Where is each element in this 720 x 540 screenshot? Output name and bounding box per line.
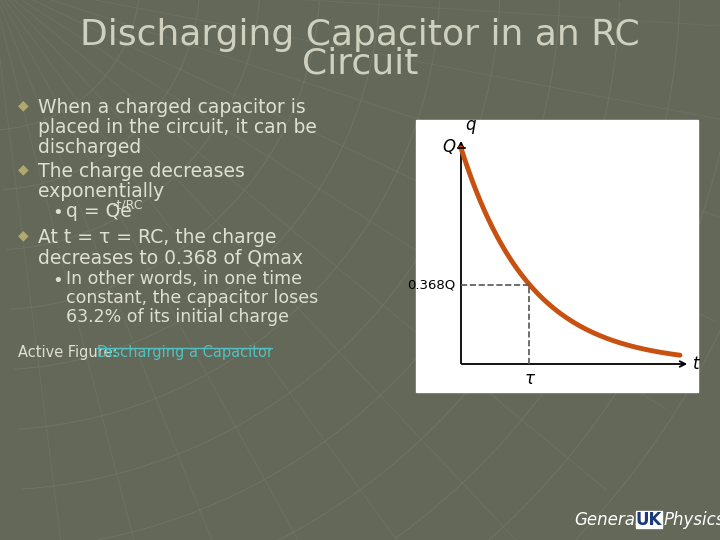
Text: ◆: ◆ bbox=[18, 228, 29, 242]
Text: General: General bbox=[574, 511, 639, 529]
Text: τ: τ bbox=[524, 370, 534, 388]
Text: At t = τ = RC, the charge: At t = τ = RC, the charge bbox=[38, 228, 276, 247]
Text: The charge decreases: The charge decreases bbox=[38, 162, 245, 181]
Text: Discharging Capacitor in an RC: Discharging Capacitor in an RC bbox=[80, 18, 640, 52]
Text: placed in the circuit, it can be: placed in the circuit, it can be bbox=[38, 118, 317, 137]
Text: ◆: ◆ bbox=[18, 98, 29, 112]
Text: •: • bbox=[52, 204, 63, 222]
Text: Active Figure:: Active Figure: bbox=[18, 345, 122, 360]
Text: ◆: ◆ bbox=[18, 162, 29, 176]
Text: t: t bbox=[693, 355, 700, 373]
Text: •: • bbox=[52, 272, 63, 290]
Text: Discharging a Capacitor: Discharging a Capacitor bbox=[97, 345, 273, 360]
Text: In other words, in one time: In other words, in one time bbox=[66, 270, 302, 288]
Text: Circuit: Circuit bbox=[302, 47, 418, 81]
Text: 63.2% of its initial charge: 63.2% of its initial charge bbox=[66, 308, 289, 326]
Text: -t/RC: -t/RC bbox=[112, 198, 143, 211]
Bar bbox=[416, 120, 698, 392]
Text: Physics: Physics bbox=[664, 511, 720, 529]
Text: When a charged capacitor is: When a charged capacitor is bbox=[38, 98, 306, 117]
Text: exponentially: exponentially bbox=[38, 182, 164, 201]
Text: constant, the capacitor loses: constant, the capacitor loses bbox=[66, 289, 318, 307]
Text: q: q bbox=[465, 116, 475, 134]
Text: q = Qe: q = Qe bbox=[66, 202, 132, 221]
Text: 0.368Q: 0.368Q bbox=[407, 278, 455, 291]
Bar bbox=[636, 511, 662, 528]
Text: Q: Q bbox=[442, 138, 455, 156]
Text: discharged: discharged bbox=[38, 138, 141, 157]
Text: UK: UK bbox=[636, 511, 662, 529]
Text: decreases to 0.368 of Qmax: decreases to 0.368 of Qmax bbox=[38, 248, 303, 267]
